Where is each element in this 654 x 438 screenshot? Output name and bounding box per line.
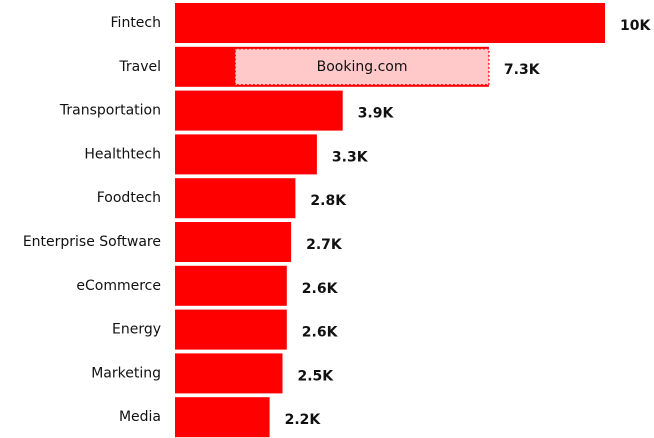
category-label: Travel <box>118 59 161 75</box>
highlight-segment <box>234 48 490 86</box>
value-label: 2.7K <box>306 237 343 253</box>
bar <box>175 90 343 131</box>
bar <box>175 353 283 394</box>
category-label: Healthtech <box>84 146 161 162</box>
category-label: Foodtech <box>97 190 161 206</box>
value-label: 2.2K <box>285 412 322 428</box>
value-label: 10K <box>620 18 651 34</box>
highlight-label: Booking.com <box>317 59 408 75</box>
bar <box>175 134 317 175</box>
value-label: 3.3K <box>332 149 369 165</box>
category-label: Fintech <box>111 15 161 31</box>
bar <box>175 309 287 350</box>
category-label: Enterprise Software <box>23 234 161 250</box>
bar <box>175 178 296 219</box>
bar <box>175 222 292 262</box>
value-label: 7.3K <box>504 62 541 78</box>
value-label: 2.8K <box>310 193 347 209</box>
category-label: Transportation <box>59 103 161 119</box>
bar <box>175 265 287 306</box>
value-label: 2.6K <box>302 281 339 297</box>
category-label: Energy <box>112 322 161 338</box>
category-label: Marketing <box>91 365 161 381</box>
bar <box>175 397 270 438</box>
value-label: 3.9K <box>358 106 395 122</box>
category-label: Media <box>119 409 161 425</box>
bar <box>175 3 605 43</box>
category-label: eCommerce <box>76 278 161 294</box>
value-label: 2.5K <box>298 368 335 384</box>
value-label: 2.6K <box>302 325 339 341</box>
